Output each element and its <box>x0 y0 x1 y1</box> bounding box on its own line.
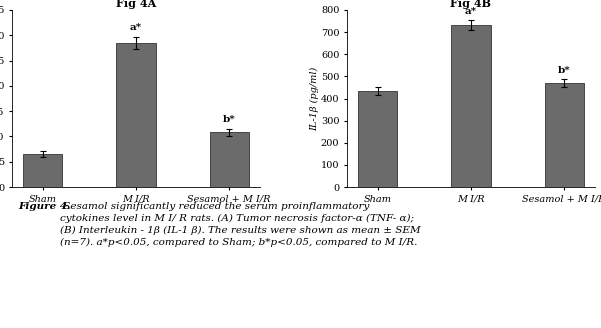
Y-axis label: IL-1β (pg/ml): IL-1β (pg/ml) <box>310 66 319 131</box>
Bar <box>210 133 249 187</box>
Text: a*: a* <box>130 23 142 32</box>
Text: Sesamol significantly reduced the serum proinflammatory
cytokines level in M I/ : Sesamol significantly reduced the serum … <box>60 202 421 247</box>
Bar <box>23 154 63 187</box>
Text: b*: b* <box>223 115 236 124</box>
Text: Figure 4.: Figure 4. <box>18 202 70 211</box>
Title: Fig 4A: Fig 4A <box>116 0 156 9</box>
Bar <box>117 43 156 187</box>
Bar <box>358 91 397 187</box>
Bar <box>451 25 490 187</box>
Text: b*: b* <box>558 66 570 74</box>
Bar <box>545 83 584 187</box>
Title: Fig 4B: Fig 4B <box>451 0 492 9</box>
Text: a*: a* <box>465 7 477 16</box>
